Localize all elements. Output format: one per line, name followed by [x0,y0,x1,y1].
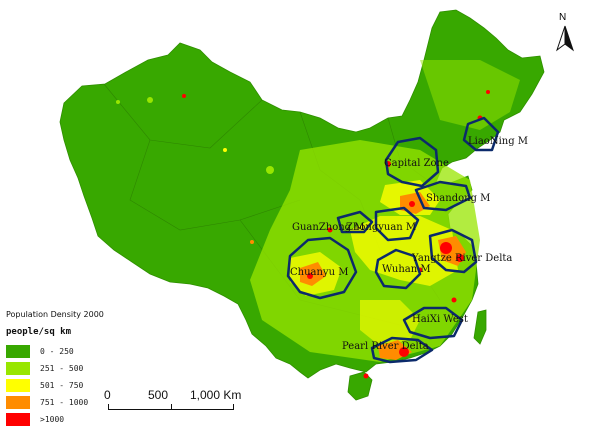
region-label: Zhongyuan M [346,222,416,233]
north-arrow-icon: N [553,12,577,56]
region-label: Wuhan M [382,264,431,275]
scale-bar: 0 500 1,000 Km [104,388,244,418]
legend-swatch [6,396,30,409]
legend-label: 501 - 750 [40,381,84,390]
region-label: LiaoNing M [468,136,528,147]
taiwan-island [473,309,487,345]
legend: 0 - 250 251 - 500 501 - 750 751 - 1000 >… [6,343,88,428]
legend-label: 751 - 1000 [40,398,89,407]
legend-swatch [6,379,30,392]
legend-swatch [6,345,30,358]
legend-swatch [6,362,30,375]
north-letter: N [559,12,567,23]
scale-label: 0 [104,388,111,402]
legend-item: 501 - 750 [6,377,88,394]
region-labels: LiaoNing M Capital Zone Shandong M GuanZ… [290,136,528,352]
outline-chuanyu [286,236,358,300]
metro-outlines [286,116,500,364]
legend-item: 0 - 250 [6,343,88,360]
region-label: HaiXi West [412,314,468,325]
scale-label: 1,000 Km [190,388,242,402]
legend-swatch [6,413,30,426]
hainan-island [347,371,373,401]
scale-tick [171,404,172,410]
region-label: GuanZhong M [292,222,365,233]
legend-title: Population Density 2000 [6,310,104,319]
legend-item: >1000 [6,411,88,428]
scale-tick [233,404,234,410]
outline-guanzhong [336,210,374,234]
region-label: Yangtze River Delta [411,253,512,264]
outline-haixi [402,306,464,340]
legend-item: 251 - 500 [6,360,88,377]
legend-label: 251 - 500 [40,364,84,373]
legend-item: 751 - 1000 [6,394,88,411]
region-label: Chuanyu M [290,267,348,278]
outline-yangtze [428,228,478,274]
legend-unit: people/sq km [6,327,72,337]
outline-zhongyuan [374,206,420,242]
region-label: Shandong M [426,193,490,204]
scale-tick [108,404,109,410]
outline-shandong [414,180,472,212]
scale-label: 500 [148,388,169,402]
outline-capital-zone [384,136,440,188]
outline-pearl [370,336,434,364]
outline-wuhan [374,248,422,290]
legend-label: >1000 [40,415,65,424]
outline-liaoning [462,116,500,152]
region-label: Pearl River Delta [342,341,429,352]
legend-label: 0 - 250 [40,347,74,356]
region-label: Capital Zone [384,158,449,169]
